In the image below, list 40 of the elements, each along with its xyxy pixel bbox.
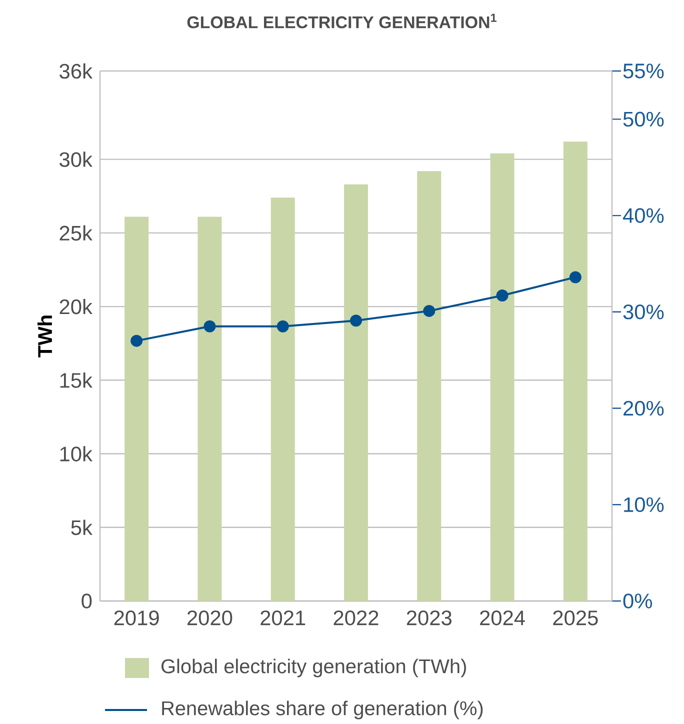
bar [490, 153, 514, 601]
y2-tick-label: 30% [623, 304, 664, 320]
x-tick-label: 2020 [187, 610, 232, 626]
y2-tick-label: 10% [624, 497, 664, 512]
point [130, 334, 143, 347]
x-tick-label: 2021 [260, 610, 306, 626]
x-tick-label: 2019 [114, 610, 159, 626]
y-tick-label: 20k [60, 298, 92, 314]
point [204, 320, 216, 332]
y-tick-label: 25k [60, 225, 92, 241]
point [496, 290, 508, 302]
legend-label: Renewables share of generation (%) [162, 700, 483, 720]
x-tick-label: 2025 [553, 610, 598, 626]
point [350, 314, 362, 327]
y-tick-label: 36k [60, 63, 92, 79]
legend-label: Global electricity generation (TWh) [162, 658, 466, 678]
point [423, 304, 436, 317]
point [276, 320, 289, 332]
bar [124, 216, 149, 601]
y-tick-label: 5k [71, 520, 92, 536]
point [569, 271, 582, 284]
bar [198, 216, 222, 601]
y-tick-label: 10k [60, 446, 92, 462]
bar [344, 184, 368, 601]
bar [417, 171, 442, 601]
x-tick-label: 2024 [480, 610, 525, 626]
x-tick-label: 2022 [334, 610, 378, 626]
chart-title: GLOBAL ELECTRICITY GENERATION$^{1}$ [187, 14, 497, 28]
y2-tick-label: 0% [623, 594, 652, 608]
x-tick-label: 2023 [406, 610, 452, 626]
y2-tick-label: 55% [623, 64, 664, 78]
y-tick-label: 0 [82, 594, 92, 608]
y2-tick-label: 40% [623, 208, 664, 223]
bar [563, 142, 588, 601]
y2-tick-label: 50% [623, 112, 664, 127]
y-tick-label: 30k [60, 152, 92, 168]
y2-tick-label: 20% [624, 400, 664, 416]
bar [270, 198, 295, 601]
y-axis-title: TWh [37, 316, 52, 358]
y-tick-label: 15k [60, 372, 92, 388]
